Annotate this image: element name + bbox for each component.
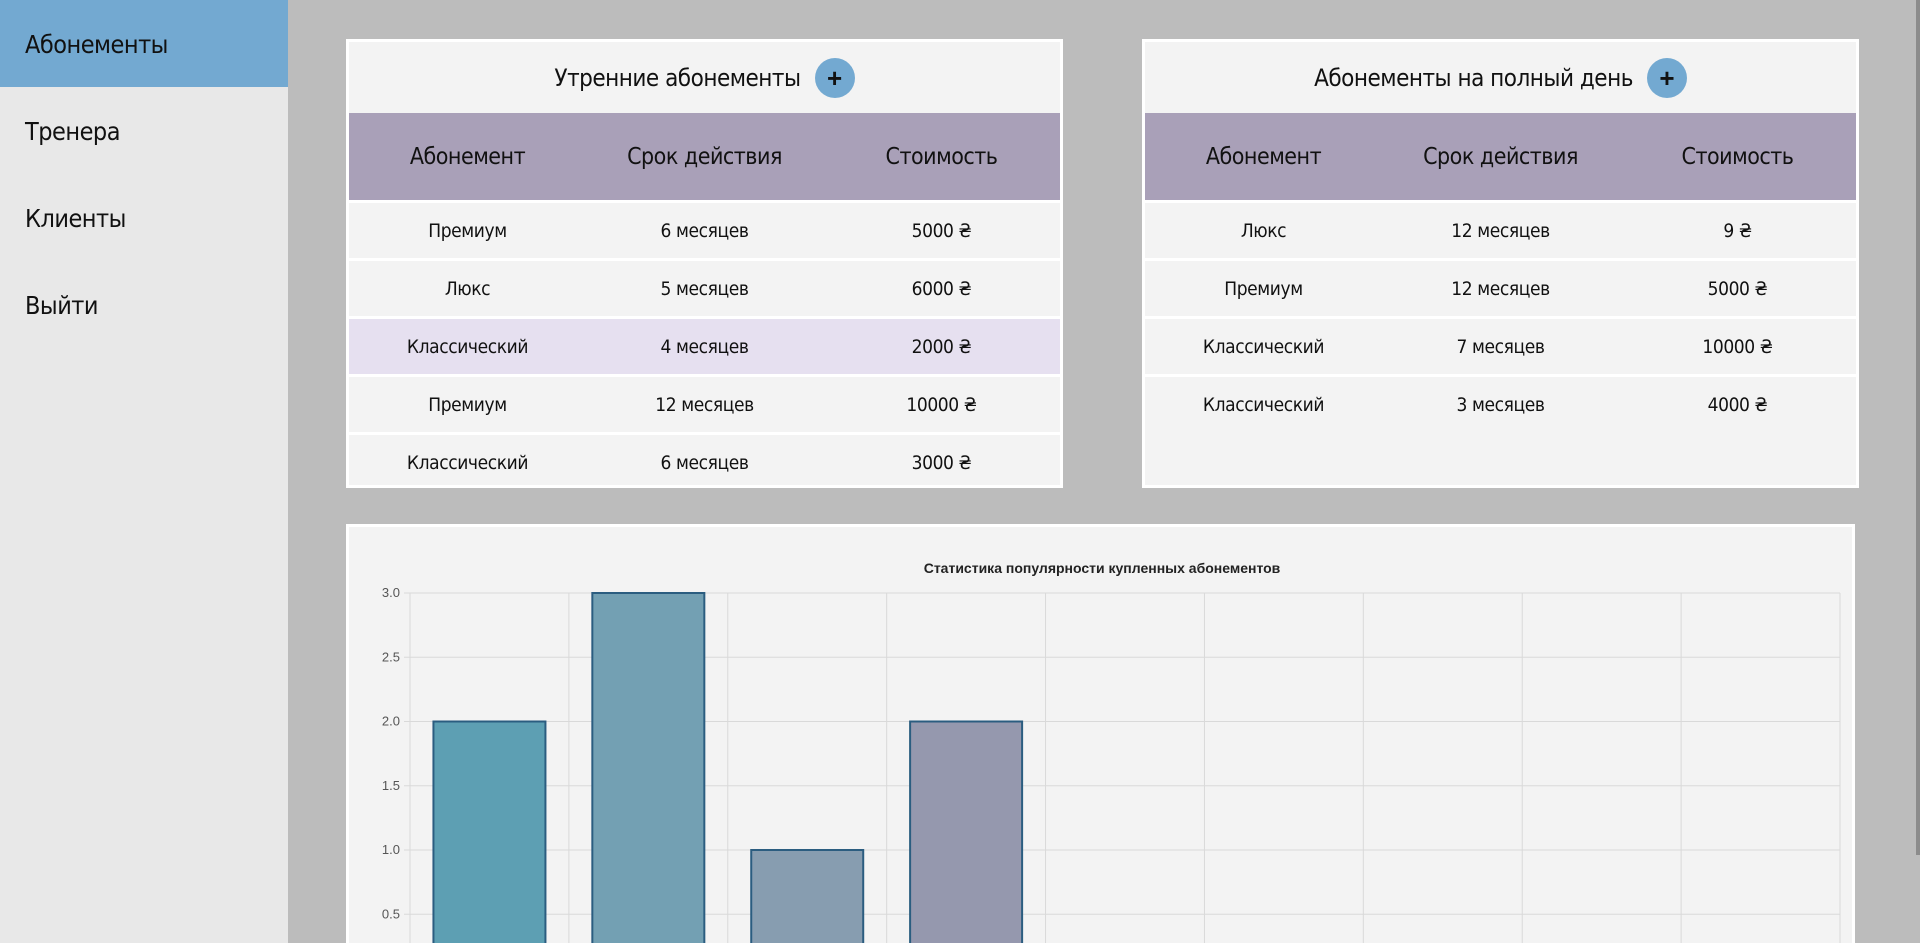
cell-duration: 12 месяцев [586,374,823,434]
table-row[interactable]: Люкс 5 месяцев 6000 ₴ [349,258,1060,318]
cell-subscription: Классический [1145,374,1382,432]
popularity-chart: 3.0 2.5 2.0 1.5 1.0 0.5 Статистика популярнос… [382,560,1841,943]
column-header-subscription: Абонемент [1145,113,1382,202]
cell-subscription: Классический [349,316,586,376]
cell-price: 5000 ₴ [823,200,1060,260]
cell-subscription: Классический [1145,316,1382,376]
cell-duration: 12 месяцев [1382,200,1619,260]
table-row[interactable]: Классический 6 месяцев 3000 ₴ [349,432,1060,490]
cell-duration: 4 месяцев [586,316,823,376]
cell-price: 6000 ₴ [823,258,1060,318]
chart-vertical-grid [409,593,1841,943]
cell-subscription: Люкс [349,258,586,318]
cell-price: 10000 ₴ [1619,316,1856,376]
add-fullday-subscription-button[interactable]: + [1646,57,1687,98]
table-row[interactable]: Премиум 12 месяцев 10000 ₴ [349,374,1060,434]
chart-bar [750,849,865,943]
cell-subscription: Люкс [1145,200,1382,260]
y-tick-label: 2.0 [382,714,400,729]
morning-panel-title: Утренние абонементы [554,63,801,92]
nav-item-clients[interactable]: Клиенты [25,204,126,233]
table-row[interactable]: Классический 3 месяцев 4000 ₴ [1145,374,1856,432]
cell-subscription: Премиум [349,200,586,260]
table-header-row: Абонемент Срок действия Стоимость [1145,113,1856,202]
chart-bar [432,720,547,943]
nav-item-subscriptions[interactable]: Абонементы [0,0,288,87]
cell-duration: 5 месяцев [586,258,823,318]
column-header-price: Стоимость [823,113,1060,202]
cell-duration: 12 месяцев [1382,258,1619,318]
table-row-hovered[interactable]: Классический 4 месяцев 2000 ₴ [349,316,1060,376]
y-tick-label: 1.0 [382,842,400,857]
y-tick-label: 0.5 [382,906,400,921]
cell-price: 4000 ₴ [1619,374,1856,432]
cell-price: 2000 ₴ [823,316,1060,376]
y-tick-label: 2.5 [382,649,400,664]
cell-price: 10000 ₴ [823,374,1060,434]
cell-duration: 3 месяцев [1382,374,1619,432]
cell-price: 5000 ₴ [1619,258,1856,318]
fullday-panel-title: Абонементы на полный день [1314,63,1633,92]
cell-duration: 7 месяцев [1382,316,1619,376]
cell-subscription: Премиум [1145,258,1382,318]
chart-title: Статистика популярности купленных абонем… [924,560,1281,576]
column-header-duration: Срок действия [586,113,823,202]
chart-y-axis: 3.0 2.5 2.0 1.5 1.0 0.5 [382,585,400,921]
nav-item-logout[interactable]: Выйти [25,291,99,320]
y-tick-label: 1.5 [382,778,400,793]
cell-price: 9 ₴ [1619,200,1856,260]
sidebar: Абонементы Тренера Клиенты Выйти [0,0,288,943]
fullday-subscriptions-panel: Абонементы на полный день + Абонемент Ср… [1142,39,1859,488]
chart-bar [909,720,1024,943]
chart-bars [432,592,1024,943]
column-header-price: Стоимость [1619,113,1856,202]
column-header-duration: Срок действия [1382,113,1619,202]
table-header-row: Абонемент Срок действия Стоимость [349,113,1060,202]
morning-subscriptions-table: Абонемент Срок действия Стоимость Премиу… [349,113,1060,490]
page-scrollbar[interactable] [1916,0,1920,855]
table-row[interactable]: Люкс 12 месяцев 9 ₴ [1145,200,1856,260]
y-tick-label: 3.0 [382,585,400,600]
cell-duration: 6 месяцев [586,200,823,260]
morning-subscriptions-panel: Утренние абонементы + Абонемент Срок дей… [346,39,1063,490]
table-row[interactable]: Премиум 6 месяцев 5000 ₴ [349,200,1060,260]
table-row[interactable]: Премиум 12 месяцев 5000 ₴ [1145,258,1856,318]
add-morning-subscription-button[interactable]: + [814,57,855,98]
cell-subscription: Премиум [349,374,586,434]
popularity-chart-panel: 3.0 2.5 2.0 1.5 1.0 0.5 Статистика популярнос… [346,524,1855,943]
nav-item-trainers[interactable]: Тренера [25,117,120,146]
chart-bar [591,592,706,943]
cell-duration: 6 месяцев [586,432,823,490]
fullday-subscriptions-table: Абонемент Срок действия Стоимость Люкс 1… [1145,113,1856,432]
table-row[interactable]: Классический 7 месяцев 10000 ₴ [1145,316,1856,376]
column-header-subscription: Абонемент [349,113,586,202]
cell-subscription: Классический [349,432,586,490]
cell-price: 3000 ₴ [823,432,1060,490]
morning-panel-header: Утренние абонементы + [349,42,1060,113]
fullday-panel-header: Абонементы на полный день + [1145,42,1856,113]
